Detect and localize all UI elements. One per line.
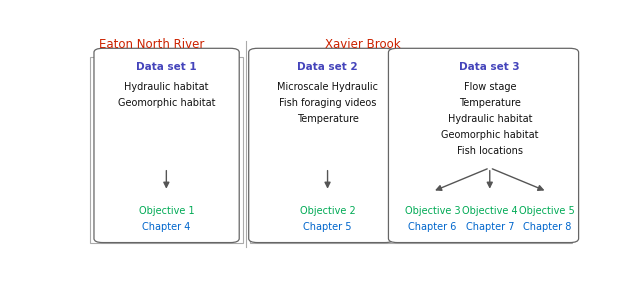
Text: Temperature: Temperature (297, 114, 359, 124)
Text: Objective 5: Objective 5 (519, 206, 575, 216)
Text: Data set 2: Data set 2 (298, 62, 358, 72)
Text: Geomorphic habitat: Geomorphic habitat (441, 130, 538, 140)
Text: Hydraulic habitat: Hydraulic habitat (448, 114, 532, 124)
Text: Eaton North River: Eaton North River (99, 38, 204, 51)
Text: Chapter 4: Chapter 4 (142, 222, 191, 232)
Text: Data set 1: Data set 1 (136, 62, 196, 72)
Text: Data set 3: Data set 3 (459, 62, 520, 72)
Text: Chapter 7: Chapter 7 (466, 222, 514, 232)
FancyBboxPatch shape (388, 48, 578, 242)
Text: Objective 1: Objective 1 (138, 206, 194, 216)
Text: Chapter 8: Chapter 8 (523, 222, 571, 232)
Text: Fish locations: Fish locations (457, 146, 523, 156)
Text: Temperature: Temperature (459, 98, 521, 108)
Text: Hydraulic habitat: Hydraulic habitat (124, 82, 209, 92)
Text: Flow stage: Flow stage (464, 82, 516, 92)
Text: Xavier Brook: Xavier Brook (325, 38, 401, 51)
Text: Objective 3: Objective 3 (404, 206, 460, 216)
FancyBboxPatch shape (94, 48, 239, 242)
FancyBboxPatch shape (249, 48, 394, 242)
Text: Chapter 5: Chapter 5 (303, 222, 352, 232)
Text: Geomorphic habitat: Geomorphic habitat (118, 98, 215, 108)
Text: Microscale Hydraulic: Microscale Hydraulic (277, 82, 378, 92)
Text: Objective 4: Objective 4 (462, 206, 518, 216)
Text: Chapter 6: Chapter 6 (408, 222, 457, 232)
Text: Objective 2: Objective 2 (299, 206, 355, 216)
Text: Fish foraging videos: Fish foraging videos (279, 98, 376, 108)
